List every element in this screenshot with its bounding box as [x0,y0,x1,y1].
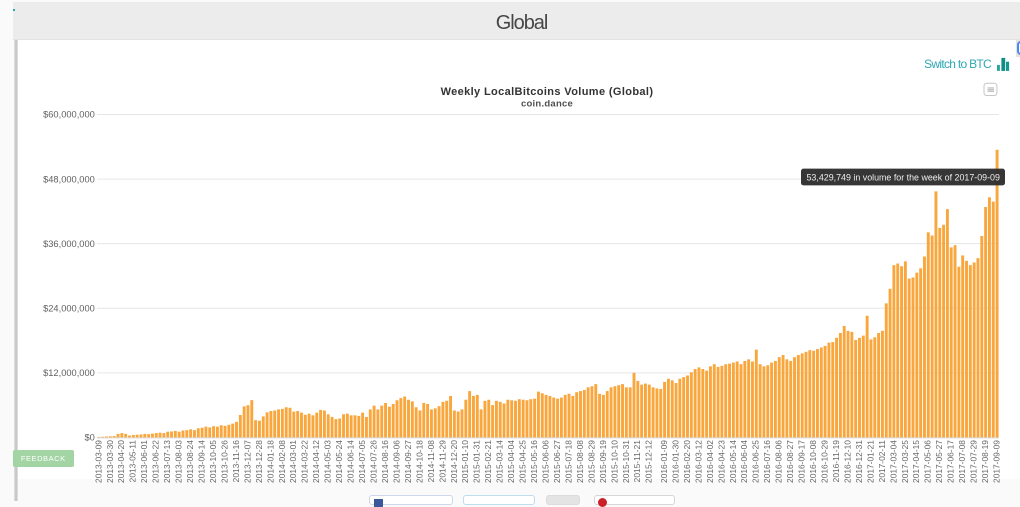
svg-text:2015-01-31: 2015-01-31 [472,440,482,483]
svg-text:2015-02-21: 2015-02-21 [483,440,493,483]
svg-text:2017-03-04: 2017-03-04 [888,440,898,483]
svg-text:2013-04-20: 2013-04-20 [116,440,126,483]
svg-text:2015-06-27: 2015-06-27 [552,440,562,483]
svg-text:2013-03-09: 2013-03-09 [93,440,103,483]
svg-text:2013-05-11: 2013-05-11 [128,440,138,483]
svg-text:2016-04-23: 2016-04-23 [716,440,726,483]
svg-text:2017-08-19: 2017-08-19 [980,440,990,483]
svg-text:2016-06-04: 2016-06-04 [739,440,749,483]
svg-text:2016-06-25: 2016-06-25 [751,440,761,483]
svg-text:2017-03-25: 2017-03-25 [900,440,910,483]
svg-text:2014-05-03: 2014-05-03 [323,440,333,483]
svg-text:2013-06-22: 2013-06-22 [151,440,161,483]
svg-text:2017-01-21: 2017-01-21 [865,440,875,483]
svg-text:2015-04-04: 2015-04-04 [506,440,516,483]
svg-text:2017-09-09: 2017-09-09 [991,440,1001,483]
svg-text:2017-02-11: 2017-02-11 [877,440,887,483]
svg-text:2015-12-12: 2015-12-12 [644,440,654,483]
svg-text:2016-01-30: 2016-01-30 [670,440,680,483]
svg-text:2014-11-08: 2014-11-08 [426,440,436,483]
svg-text:2014-02-08: 2014-02-08 [277,440,287,483]
svg-text:2013-10-26: 2013-10-26 [219,440,229,483]
svg-text:2014-03-22: 2014-03-22 [300,440,310,483]
svg-text:2016-02-20: 2016-02-20 [682,440,692,483]
svg-text:2014-08-16: 2014-08-16 [380,440,390,483]
svg-text:2013-11-16: 2013-11-16 [231,440,241,483]
svg-text:Weekly LocalBitcoins Volume (G: Weekly LocalBitcoins Volume (Global) [441,86,654,98]
svg-text:2015-08-29: 2015-08-29 [586,440,596,483]
svg-text:53,429,749 in volume for the w: 53,429,749 in volume for the week of 201… [807,172,1000,182]
svg-text:2014-12-20: 2014-12-20 [449,440,459,483]
svg-text:2015-10-31: 2015-10-31 [621,440,631,483]
svg-text:2017-07-29: 2017-07-29 [969,440,979,483]
svg-text:2014-10-18: 2014-10-18 [414,440,424,483]
svg-text:2016-09-17: 2016-09-17 [797,440,807,483]
svg-text:2015-04-25: 2015-04-25 [518,440,528,483]
svg-text:2017-05-06: 2017-05-06 [923,440,933,483]
svg-text:2017-07-08: 2017-07-08 [957,440,967,483]
svg-text:2014-09-06: 2014-09-06 [391,440,401,483]
svg-text:2015-06-06: 2015-06-06 [540,440,550,483]
svg-text:2016-11-19: 2016-11-19 [831,440,841,483]
svg-text:2015-01-10: 2015-01-10 [460,440,470,483]
svg-text:2014-07-05: 2014-07-05 [357,440,367,483]
svg-text:2016-08-27: 2016-08-27 [785,440,795,483]
svg-text:2016-04-02: 2016-04-02 [705,440,715,483]
svg-text:2013-07-13: 2013-07-13 [162,440,172,483]
svg-text:2014-03-01: 2014-03-01 [288,440,298,483]
svg-text:2015-03-14: 2015-03-14 [495,440,505,483]
svg-text:2015-09-19: 2015-09-19 [598,440,608,483]
svg-text:2016-05-14: 2016-05-14 [728,440,738,483]
svg-text:2013-08-24: 2013-08-24 [185,440,195,483]
svg-text:$24,000,000: $24,000,000 [43,303,95,313]
svg-text:2013-12-28: 2013-12-28 [254,440,264,483]
svg-text:2016-10-08: 2016-10-08 [808,440,818,483]
svg-text:2015-05-16: 2015-05-16 [529,440,539,483]
svg-text:2016-10-29: 2016-10-29 [820,440,830,483]
svg-text:2014-07-26: 2014-07-26 [369,440,379,483]
svg-text:2013-06-01: 2013-06-01 [139,440,149,483]
svg-text:$60,000,000: $60,000,000 [43,110,95,120]
svg-text:2016-12-10: 2016-12-10 [842,440,852,483]
svg-text:2016-03-12: 2016-03-12 [693,440,703,483]
svg-text:$48,000,000: $48,000,000 [43,174,95,184]
svg-text:2014-05-24: 2014-05-24 [334,440,344,483]
svg-text:2014-01-18: 2014-01-18 [265,440,275,483]
svg-text:2014-06-14: 2014-06-14 [346,440,356,483]
svg-text:2015-11-21: 2015-11-21 [632,440,642,483]
svg-text:2017-05-27: 2017-05-27 [934,440,944,483]
svg-text:2015-07-18: 2015-07-18 [563,440,573,483]
svg-text:2015-08-08: 2015-08-08 [575,440,585,483]
svg-text:2016-08-06: 2016-08-06 [774,440,784,483]
svg-text:2017-06-17: 2017-06-17 [946,440,956,483]
svg-text:2014-04-12: 2014-04-12 [311,440,321,483]
svg-text:2013-09-14: 2013-09-14 [197,440,207,483]
svg-text:2014-09-27: 2014-09-27 [403,440,413,483]
svg-text:2015-10-10: 2015-10-10 [609,440,619,483]
svg-text:2013-10-05: 2013-10-05 [208,440,218,483]
svg-text:2013-12-07: 2013-12-07 [242,440,252,483]
svg-text:2017-04-15: 2017-04-15 [911,440,921,483]
svg-text:2016-12-31: 2016-12-31 [854,440,864,483]
svg-text:2014-11-29: 2014-11-29 [437,440,447,483]
svg-text:2016-01-09: 2016-01-09 [659,440,669,483]
svg-text:$12,000,000: $12,000,000 [43,368,95,378]
svg-text:2016-07-16: 2016-07-16 [762,440,772,483]
svg-text:$36,000,000: $36,000,000 [43,239,95,249]
svg-text:2013-08-03: 2013-08-03 [174,440,184,483]
svg-text:2013-03-30: 2013-03-30 [105,440,115,483]
svg-text:coin.dance: coin.dance [521,99,573,110]
